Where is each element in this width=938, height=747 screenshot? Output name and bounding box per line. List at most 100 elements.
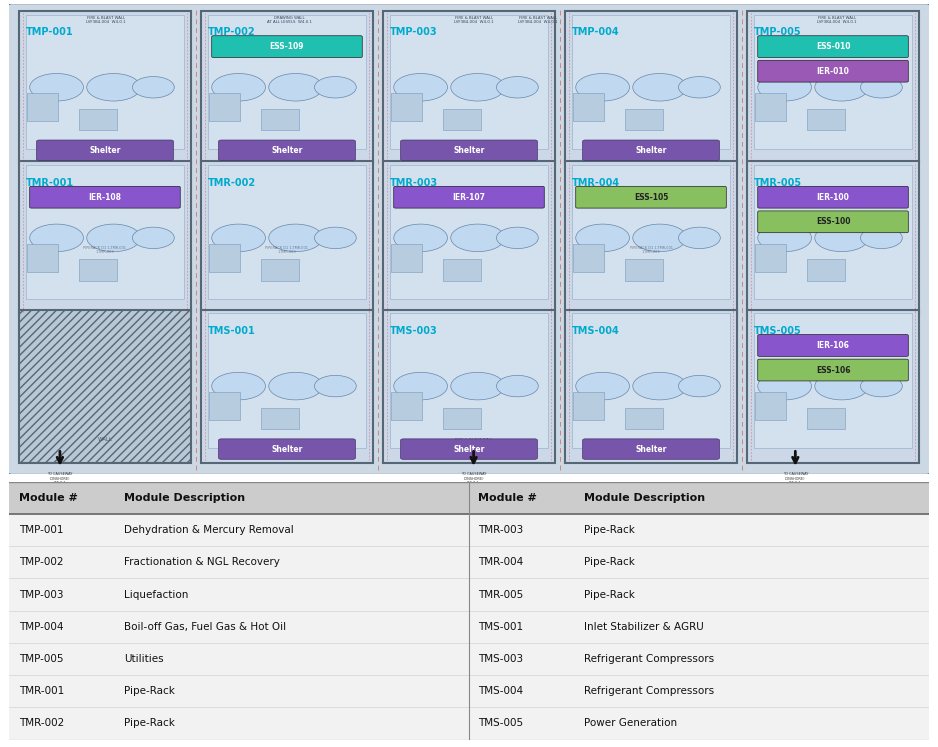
Circle shape [633,372,687,400]
FancyBboxPatch shape [219,140,356,161]
Bar [572,314,730,447]
Circle shape [496,376,538,397]
Text: Shelter: Shelter [635,146,667,155]
Text: TMS-004: TMS-004 [478,686,523,696]
Text: TMP-003: TMP-003 [19,589,63,600]
Text: ESS-010: ESS-010 [816,42,850,51]
Circle shape [86,73,141,101]
Text: FIRE & BLAST WALL
LVF3B4-004  W4-0.1: FIRE & BLAST WALL LVF3B4-004 W4-0.1 [454,16,493,24]
FancyBboxPatch shape [582,439,719,459]
Circle shape [758,372,811,400]
Text: Refrigerant Compressors: Refrigerant Compressors [583,686,714,696]
Text: IER-108: IER-108 [88,193,122,202]
Bar [443,259,481,281]
FancyBboxPatch shape [758,61,908,82]
Circle shape [758,73,811,101]
Bar [754,14,912,149]
FancyBboxPatch shape [37,140,174,161]
Bar [261,108,299,130]
Text: TMP-002: TMP-002 [208,27,255,37]
Bar [391,244,422,271]
Text: Shelter: Shelter [635,444,667,453]
Bar [755,392,786,420]
Bar [26,165,184,300]
Bar [391,93,422,121]
Bar [625,108,663,130]
Bar [755,244,786,271]
Bar [201,10,373,164]
FancyBboxPatch shape [401,439,537,459]
Text: IER-107: IER-107 [452,193,486,202]
Circle shape [678,76,720,98]
Bar [807,408,845,429]
Text: Power Generation: Power Generation [583,719,677,728]
Bar [747,310,919,462]
Circle shape [132,76,174,98]
FancyBboxPatch shape [758,359,908,381]
Text: Pipe-Rack: Pipe-Rack [583,589,635,600]
Bar [573,392,604,420]
Text: Module #: Module # [19,493,78,503]
Text: Fractionation & NGL Recovery: Fractionation & NGL Recovery [124,557,280,568]
Text: TMR-001: TMR-001 [26,178,74,187]
Circle shape [314,76,356,98]
Circle shape [451,73,505,101]
Circle shape [30,224,83,252]
Circle shape [758,224,811,252]
Text: TMR-002: TMR-002 [208,178,256,187]
Bar [208,314,366,447]
Bar [390,165,548,300]
Bar [209,93,240,121]
Text: Liquefaction: Liquefaction [124,589,189,600]
Circle shape [314,376,356,397]
FancyBboxPatch shape [8,3,930,475]
FancyBboxPatch shape [582,140,719,161]
Bar [19,161,191,314]
Circle shape [394,224,447,252]
Text: TMS-005: TMS-005 [478,719,523,728]
FancyBboxPatch shape [219,439,356,459]
Bar [443,408,481,429]
Text: Pipe-Rack: Pipe-Rack [583,525,635,535]
Text: IER-106: IER-106 [817,341,850,350]
Text: Inlet Stabilizer & AGRU: Inlet Stabilizer & AGRU [583,622,704,632]
Bar [754,165,912,300]
Circle shape [394,73,447,101]
Text: Shelter: Shelter [453,444,485,453]
Text: TMP-001: TMP-001 [26,27,73,37]
Text: Shelter: Shelter [271,444,303,453]
Bar [209,392,240,420]
Bar [754,314,912,447]
Bar [201,161,373,314]
Text: TO CAUSEWAY
(ONSHORE)
W4-0.1: TO CAUSEWAY (ONSHORE) W4-0.1 [782,472,808,486]
Bar [208,14,366,149]
Text: TMS-004: TMS-004 [572,326,620,336]
Text: Module #: Module # [478,493,537,503]
Circle shape [314,227,356,249]
Bar [27,93,58,121]
Text: WALL: WALL [98,437,113,442]
Bar [19,310,191,462]
Text: Boil-off Gas, Fuel Gas & Hot Oil: Boil-off Gas, Fuel Gas & Hot Oil [124,622,286,632]
Text: IER-100: IER-100 [817,193,850,202]
Text: TO CAUSEWAY
(ONSHORE)
W4-0.1: TO CAUSEWAY (ONSHORE) W4-0.1 [47,472,72,486]
Bar [27,244,58,271]
Bar [26,14,184,149]
Circle shape [496,76,538,98]
FancyBboxPatch shape [758,36,908,58]
Text: FIRE & BLAST WALL
LVF3B4-004  W4-0.1: FIRE & BLAST WALL LVF3B4-004 W4-0.1 [86,16,126,24]
Text: Pipe-Rack: Pipe-Rack [583,557,635,568]
Text: TMR-002: TMR-002 [19,719,64,728]
Bar [443,108,481,130]
Circle shape [269,372,323,400]
Text: DRAWING WALL
AT ALL LEVELS  W4-0.1: DRAWING WALL AT ALL LEVELS W4-0.1 [267,16,312,24]
Circle shape [86,224,141,252]
Text: FIRE & BLAST WALL
LVF3B4-004  W4-0.1: FIRE & BLAST WALL LVF3B4-004 W4-0.1 [454,438,493,447]
Bar [572,14,730,149]
Bar [573,93,604,121]
Circle shape [496,227,538,249]
FancyBboxPatch shape [758,211,908,232]
Bar [573,244,604,271]
Text: TMS-003: TMS-003 [390,326,438,336]
Circle shape [269,73,323,101]
